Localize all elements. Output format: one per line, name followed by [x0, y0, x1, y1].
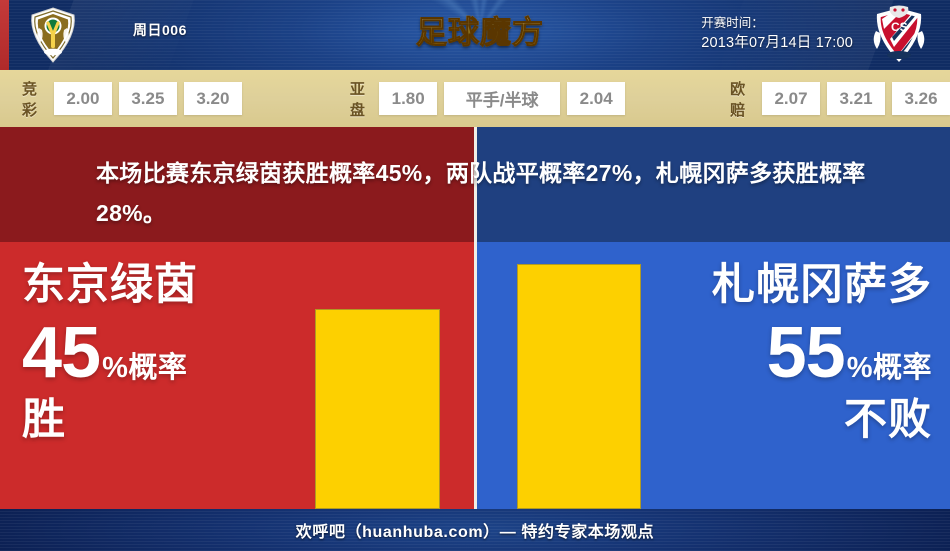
home-probability-suffix: %概率 — [102, 352, 188, 384]
header-bar: 周日006 足球魔方 开赛时间： 2013年07月14日 17:00 — [0, 0, 950, 70]
kickoff-time-block: 开赛时间： 2013年07月14日 17:00 — [701, 14, 853, 54]
odds-cell[interactable]: 2.00 — [53, 82, 112, 115]
footer-bar: 欢呼吧（huanhuba.com）— 特约专家本场观点 — [0, 509, 950, 551]
panel-divider — [474, 127, 477, 509]
away-team-panel: 札幌冈萨多 55 %概率 不败 — [475, 127, 950, 509]
match-number: 周日006 — [133, 22, 187, 38]
odds-cell[interactable]: 3.25 — [118, 82, 177, 115]
prediction-chart-area: 东京绿茵 45 %概率 胜 札幌冈萨多 55 %概率 不败 本 — [0, 127, 950, 509]
footer-credit-text: 欢呼吧（huanhuba.com）— 特约专家本场观点 — [295, 524, 655, 541]
away-probability-number: 55 — [766, 313, 846, 393]
away-probability-bar — [517, 264, 641, 509]
odds-group-label: 欧赔 — [730, 80, 747, 119]
brand-logo: 足球魔方 — [380, 0, 580, 70]
tokyo-verdy-crest-icon — [24, 6, 82, 64]
away-outcome-label: 不败 — [844, 396, 932, 444]
away-probability-suffix: %概率 — [846, 352, 932, 384]
header-left-accent-stripe — [0, 0, 9, 70]
away-headline-band — [475, 127, 950, 242]
odds-cell-handicap[interactable]: 平手/半球 — [444, 82, 561, 115]
home-headline-band — [0, 127, 475, 242]
brand-title: 足球魔方 — [404, 14, 556, 52]
brand-light-rays-icon — [380, 0, 580, 70]
home-team-panel: 东京绿茵 45 %概率 胜 — [0, 127, 475, 509]
odds-group-label: 竞彩 — [22, 80, 39, 119]
prediction-headline: 本场比赛东京绿茵获胜概率45%，两队战平概率27%，札幌冈萨多获胜概率28%。 — [96, 160, 866, 226]
svg-text:CS: CS — [891, 20, 908, 34]
odds-group-jingcai: 竞彩 2.00 3.25 3.20 — [22, 78, 242, 120]
odds-cell[interactable]: 3.20 — [183, 82, 242, 115]
away-team-name: 札幌冈萨多 — [712, 261, 932, 309]
odds-cell[interactable]: 3.26 — [892, 82, 950, 115]
odds-group-oupei: 欧赔 2.07 3.21 3.26 — [730, 78, 950, 120]
kickoff-label: 开赛时间： — [701, 16, 764, 30]
odds-bar: 竞彩 2.00 3.25 3.20 亚盘 1.80 平手/半球 2.04 欧赔 … — [0, 70, 950, 127]
odds-group-label: 亚盘 — [349, 80, 366, 119]
odds-cell[interactable]: 1.80 — [379, 82, 438, 115]
consadole-sapporo-crest-icon: CS — [868, 5, 930, 65]
odds-group-yapan: 亚盘 1.80 平手/半球 2.04 — [349, 78, 626, 120]
home-outcome-label: 胜 — [22, 396, 66, 444]
kickoff-value: 2013年07月14日 17:00 — [701, 35, 853, 51]
odds-cell[interactable]: 2.07 — [762, 82, 821, 115]
home-probability-line: 45 %概率 — [22, 317, 198, 389]
odds-cell[interactable]: 3.21 — [827, 82, 886, 115]
away-probability-line: 55 %概率 — [712, 317, 932, 389]
home-team-block: 东京绿茵 45 %概率 胜 — [22, 259, 198, 447]
home-probability-number: 45 — [22, 313, 101, 393]
away-team-block: 札幌冈萨多 55 %概率 不败 — [712, 259, 932, 447]
home-team-name: 东京绿茵 — [22, 261, 198, 309]
odds-cell[interactable]: 2.04 — [567, 82, 626, 115]
home-probability-bar — [315, 309, 440, 509]
